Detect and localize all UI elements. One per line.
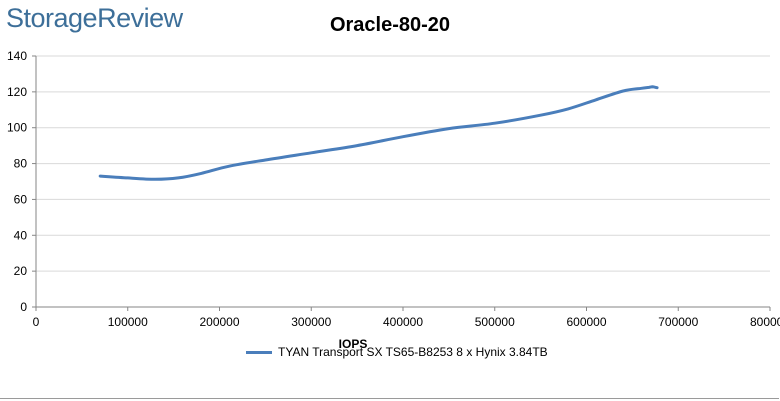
x-tick-label: 0 (33, 315, 40, 329)
x-tick-label: 200000 (199, 315, 239, 329)
y-tick-label: 60 (14, 192, 28, 206)
y-tick-label: 0 (20, 300, 27, 314)
series-lines (98, 85, 659, 181)
x-tick-label: 800000 (750, 315, 780, 329)
x-tick-label: 700000 (658, 315, 698, 329)
y-tick-label: 120 (7, 85, 27, 99)
x-tick-labels: 0 100000 200000 300000 400000 500000 600000 700… (33, 315, 780, 329)
legend-label: TYAN Transport SX TS65-B8253 8 x Hynix 3… (278, 345, 548, 359)
legend: TYAN Transport SX TS65-B8253 8 x Hynix 3… (246, 345, 548, 359)
x-tick-label: 500000 (475, 315, 515, 329)
y-tick-label: 20 (14, 264, 28, 278)
y-tick-label: 40 (14, 228, 28, 242)
x-tick-label: 100000 (108, 315, 148, 329)
y-tick-label: 80 (14, 157, 28, 171)
y-tick-label: 140 (7, 49, 27, 63)
y-tick-labels: 0 20 40 60 80 100 120 140 (7, 49, 27, 314)
gridlines (36, 55, 770, 272)
storagereview-logo: StorageReview (6, 3, 183, 33)
legend-swatch (246, 350, 272, 354)
chart-title: Oracle-80-20 (329, 14, 451, 36)
x-tick-label: 300000 (291, 315, 331, 329)
axes (32, 55, 771, 311)
y-tick-label: 100 (7, 121, 27, 135)
x-axis-label: IOPS (339, 337, 368, 351)
x-tick-label: 600000 (566, 315, 606, 329)
series-line-0 (98, 85, 659, 181)
x-tick-label: 400000 (383, 315, 423, 329)
